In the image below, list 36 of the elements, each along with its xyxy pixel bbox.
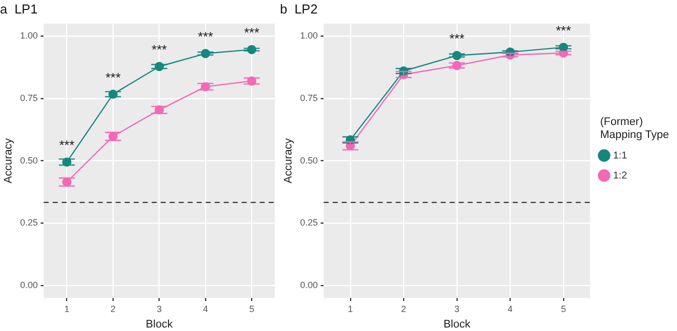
x-axis-title: Block (146, 318, 174, 330)
y-tick-label: 0.00 (300, 280, 318, 290)
y-tick-label: 1.00 (300, 30, 318, 41)
x-tick-label: 2 (401, 304, 406, 314)
x-tick-label: 5 (249, 304, 254, 314)
x-tick-label: 5 (560, 304, 566, 314)
x-tick-label: 1 (64, 304, 70, 314)
y-axis-title: Accuracy (2, 138, 15, 184)
x-tick-label: 3 (454, 304, 460, 314)
y-tick-label: 0.75 (20, 92, 38, 103)
annotation: *** (105, 70, 121, 85)
x-tick-label: 4 (508, 304, 513, 314)
y-tick-label: 0.25 (20, 218, 38, 228)
y-tick-label: 1.00 (20, 30, 38, 41)
y-tick-label: 0.75 (300, 92, 318, 103)
legend-label: 1:1 (613, 150, 628, 162)
chart-title: b LP2 (280, 1, 318, 16)
x-tick-label: 4 (202, 304, 208, 314)
annotation: *** (198, 29, 214, 44)
annotation: *** (59, 138, 74, 153)
y-tick-label: 0.50 (20, 155, 38, 166)
y-axis-title: Accuracy (282, 138, 295, 184)
annotation: *** (449, 31, 464, 46)
y-tick-label: 0.50 (300, 155, 318, 166)
legend-label: 1:2 (613, 170, 628, 182)
x-tick-label: 3 (156, 304, 162, 314)
x-axis-title: Block (443, 318, 471, 330)
legend-title: (Former) Mapping Type (600, 116, 670, 142)
y-tick-label: 0.25 (300, 218, 318, 228)
annotation: *** (152, 42, 167, 58)
y-tick-label: 0.00 (20, 280, 38, 290)
x-tick-label: 2 (110, 304, 116, 314)
x-tick-label: 1 (348, 304, 353, 314)
chart-title: a LP1 (0, 1, 38, 16)
annotation: *** (244, 25, 260, 40)
annotation: *** (556, 22, 572, 38)
